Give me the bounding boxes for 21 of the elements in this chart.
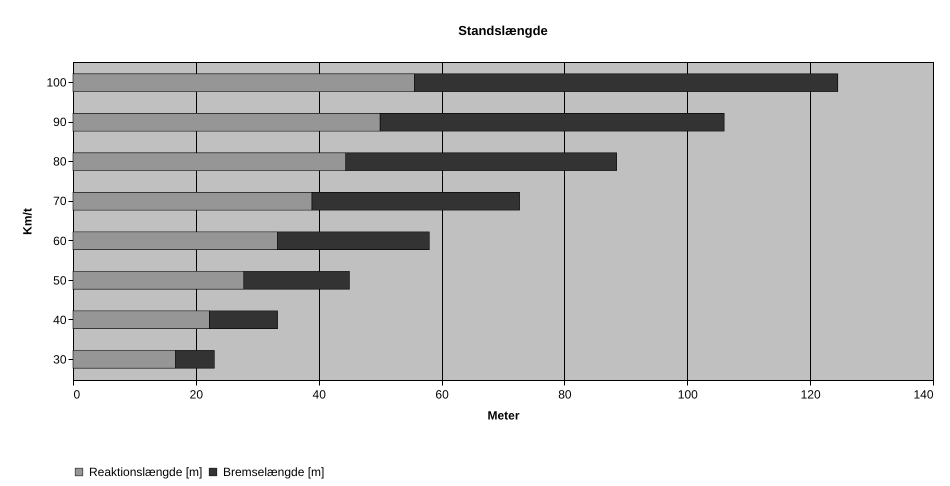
y-tick-label: 60 xyxy=(53,234,67,248)
x-tick-label: 40 xyxy=(312,388,326,402)
x-tick-label: 60 xyxy=(435,388,450,402)
x-axis-title: Meter xyxy=(487,408,520,422)
y-tick-label: 90 xyxy=(53,115,67,130)
x-tick-label: 120 xyxy=(800,388,821,402)
y-tick-label: 70 xyxy=(53,194,67,208)
y-tick-label: 40 xyxy=(53,312,67,327)
legend-label: Bremselængde [m] xyxy=(223,465,324,479)
x-tick-label: 0 xyxy=(74,388,80,402)
x-tick-label: 140 xyxy=(913,388,934,402)
x-tick-label: 100 xyxy=(678,388,698,402)
chart-title: Standslængde xyxy=(458,23,548,38)
x-tick-label: 20 xyxy=(190,388,204,402)
y-tick-label: 50 xyxy=(53,273,67,288)
y-axis-title: Km/t xyxy=(20,208,34,235)
legend-label: Reaktionslængde [m] xyxy=(89,465,202,479)
x-tick-label: 80 xyxy=(558,388,572,402)
y-tick-label: 100 xyxy=(46,76,67,90)
y-tick-label: 30 xyxy=(53,352,67,366)
y-tick-label: 80 xyxy=(53,154,67,169)
